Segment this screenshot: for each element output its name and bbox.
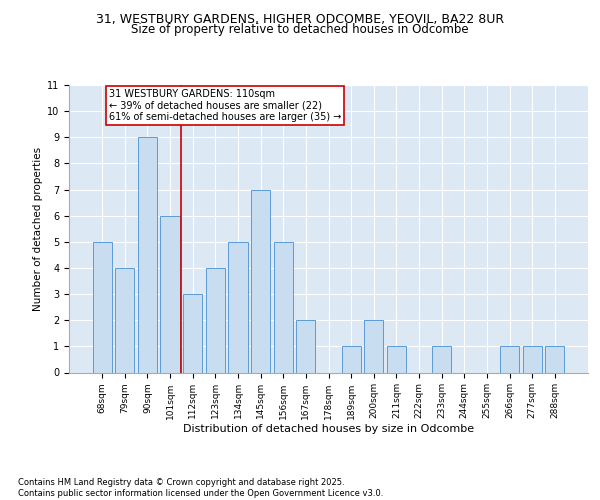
- Bar: [387, 346, 406, 372]
- Bar: [523, 346, 542, 372]
- Bar: [545, 346, 565, 372]
- Bar: [341, 346, 361, 372]
- Y-axis label: Number of detached properties: Number of detached properties: [33, 146, 43, 311]
- Bar: [183, 294, 202, 372]
- Bar: [160, 216, 180, 372]
- Text: Size of property relative to detached houses in Odcombe: Size of property relative to detached ho…: [131, 22, 469, 36]
- Bar: [274, 242, 293, 372]
- Bar: [364, 320, 383, 372]
- Bar: [500, 346, 519, 372]
- Bar: [206, 268, 225, 372]
- Text: Contains HM Land Registry data © Crown copyright and database right 2025.
Contai: Contains HM Land Registry data © Crown c…: [18, 478, 383, 498]
- Bar: [432, 346, 451, 372]
- Bar: [229, 242, 248, 372]
- X-axis label: Distribution of detached houses by size in Odcombe: Distribution of detached houses by size …: [183, 424, 474, 434]
- Text: 31, WESTBURY GARDENS, HIGHER ODCOMBE, YEOVIL, BA22 8UR: 31, WESTBURY GARDENS, HIGHER ODCOMBE, YE…: [96, 12, 504, 26]
- Bar: [251, 190, 270, 372]
- Bar: [115, 268, 134, 372]
- Text: 31 WESTBURY GARDENS: 110sqm
← 39% of detached houses are smaller (22)
61% of sem: 31 WESTBURY GARDENS: 110sqm ← 39% of det…: [109, 89, 341, 122]
- Bar: [138, 138, 157, 372]
- Bar: [296, 320, 316, 372]
- Bar: [92, 242, 112, 372]
